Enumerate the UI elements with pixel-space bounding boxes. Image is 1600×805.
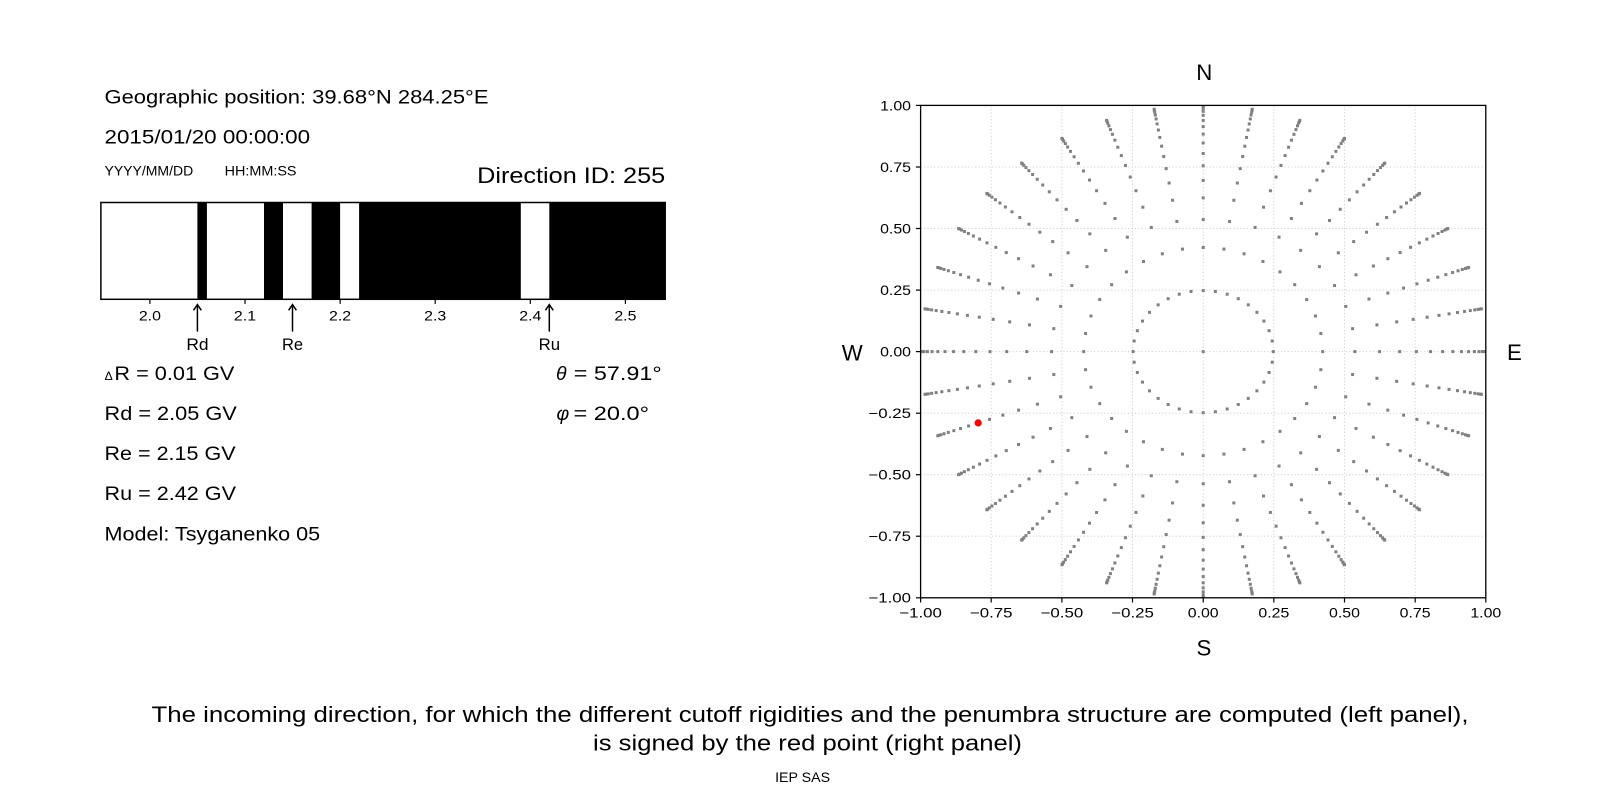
svg-text:Rd: Rd <box>186 335 208 354</box>
svg-text:2.5: 2.5 <box>614 308 636 324</box>
svg-text:1.00: 1.00 <box>880 97 911 113</box>
svg-text:−0.75: −0.75 <box>868 528 911 544</box>
svg-text:−1.00: −1.00 <box>868 590 911 606</box>
svg-text:W: W <box>842 340 863 365</box>
svg-text:0.00: 0.00 <box>1188 605 1219 621</box>
svg-text:Rd = 2.05 GV: Rd = 2.05 GV <box>105 403 237 425</box>
svg-text:= 20.0°: = 20.0° <box>574 403 650 425</box>
svg-text:0.25: 0.25 <box>880 282 911 298</box>
svg-text:E: E <box>1507 340 1522 365</box>
svg-text:−0.75: −0.75 <box>970 605 1013 621</box>
svg-text:IEP SAS: IEP SAS <box>775 769 830 785</box>
svg-text:0.50: 0.50 <box>880 220 911 236</box>
svg-text:The incoming direction, for wh: The incoming direction, for which the di… <box>152 702 1469 727</box>
svg-text:HH:MM:SS: HH:MM:SS <box>225 163 297 179</box>
svg-text:Direction ID: 255: Direction ID: 255 <box>477 163 665 188</box>
svg-text:2.1: 2.1 <box>234 308 256 324</box>
svg-text:0.75: 0.75 <box>1400 605 1431 621</box>
svg-text:2.2: 2.2 <box>329 308 351 324</box>
svg-text:Ru = 2.42 GV: Ru = 2.42 GV <box>105 483 237 505</box>
svg-text:2015/01/20 00:00:00: 2015/01/20 00:00:00 <box>105 127 311 149</box>
svg-text:Δ: Δ <box>105 369 113 383</box>
svg-text:N: N <box>1196 60 1212 85</box>
svg-text:S: S <box>1196 636 1211 661</box>
svg-text:is signed by the red point (ri: is signed by the red point (right panel) <box>593 731 1022 756</box>
svg-text:2.4: 2.4 <box>519 308 541 324</box>
svg-text:−0.50: −0.50 <box>868 467 911 483</box>
svg-text:0.00: 0.00 <box>880 344 911 360</box>
svg-text:2.3: 2.3 <box>424 308 446 324</box>
svg-text:2.0: 2.0 <box>139 308 161 324</box>
svg-text:θ: θ <box>556 363 567 385</box>
svg-text:R = 0.01 GV: R = 0.01 GV <box>114 363 234 385</box>
svg-text:−0.25: −0.25 <box>1111 605 1154 621</box>
svg-text:Re = 2.15 GV: Re = 2.15 GV <box>105 443 236 465</box>
svg-text:0.75: 0.75 <box>880 159 911 175</box>
svg-text:Geographic position: 39.68°N 2: Geographic position: 39.68°N 284.25°E <box>105 87 489 109</box>
svg-text:−0.25: −0.25 <box>868 405 911 421</box>
svg-text:Re: Re <box>282 335 303 354</box>
svg-text:Model: Tsyganenko 05: Model: Tsyganenko 05 <box>105 524 321 546</box>
svg-text:YYYY/MM/DD: YYYY/MM/DD <box>105 163 194 179</box>
svg-text:0.25: 0.25 <box>1258 605 1289 621</box>
svg-text:−1.00: −1.00 <box>899 605 942 621</box>
svg-text:1.00: 1.00 <box>1470 605 1501 621</box>
svg-text:−0.50: −0.50 <box>1041 605 1084 621</box>
svg-text:φ: φ <box>557 403 570 425</box>
svg-text:= 57.91°: = 57.91° <box>574 363 662 385</box>
svg-text:Ru: Ru <box>539 335 560 354</box>
svg-text:0.50: 0.50 <box>1329 605 1360 621</box>
